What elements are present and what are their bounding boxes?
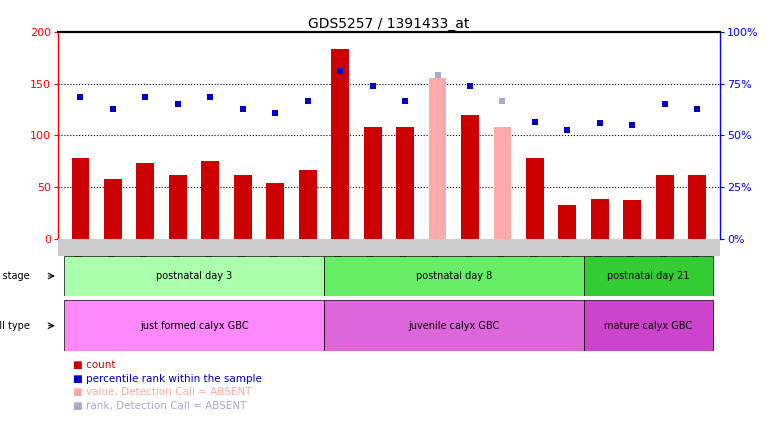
Text: mature calyx GBC: mature calyx GBC [604, 321, 692, 331]
Bar [584, 256, 714, 296]
Bar [299, 170, 316, 239]
Bar [526, 158, 544, 239]
Bar [494, 127, 511, 239]
Text: ■ count: ■ count [73, 360, 116, 370]
Text: ■ value, Detection Call = ABSENT: ■ value, Detection Call = ABSENT [73, 387, 252, 398]
Bar [104, 179, 122, 239]
Bar [64, 300, 324, 351]
Text: ■ rank, Detection Call = ABSENT: ■ rank, Detection Call = ABSENT [73, 401, 246, 412]
Text: juvenile calyx GBC: juvenile calyx GBC [408, 321, 500, 331]
Text: postnatal day 8: postnatal day 8 [416, 271, 492, 281]
Bar [234, 175, 252, 239]
Bar [688, 175, 706, 239]
Bar [266, 183, 284, 239]
Bar [656, 175, 674, 239]
Bar [396, 127, 414, 239]
Bar [429, 78, 447, 239]
Bar [461, 115, 479, 239]
Bar [324, 256, 584, 296]
Bar [324, 300, 584, 351]
Text: just formed calyx GBC: just formed calyx GBC [140, 321, 249, 331]
Bar [72, 158, 89, 239]
Text: cell type: cell type [0, 321, 30, 331]
Bar [363, 127, 382, 239]
Bar [64, 256, 324, 296]
Bar [169, 175, 187, 239]
Bar [624, 200, 641, 239]
Bar [584, 300, 714, 351]
Text: development stage: development stage [0, 271, 30, 281]
Bar [591, 198, 609, 239]
Bar [202, 161, 219, 239]
Text: postnatal day 3: postnatal day 3 [156, 271, 233, 281]
Title: GDS5257 / 1391433_at: GDS5257 / 1391433_at [308, 16, 470, 31]
Bar [136, 163, 154, 239]
Text: ■ percentile rank within the sample: ■ percentile rank within the sample [73, 374, 262, 384]
Bar [331, 49, 349, 239]
Bar [558, 205, 576, 239]
Text: postnatal day 21: postnatal day 21 [608, 271, 690, 281]
